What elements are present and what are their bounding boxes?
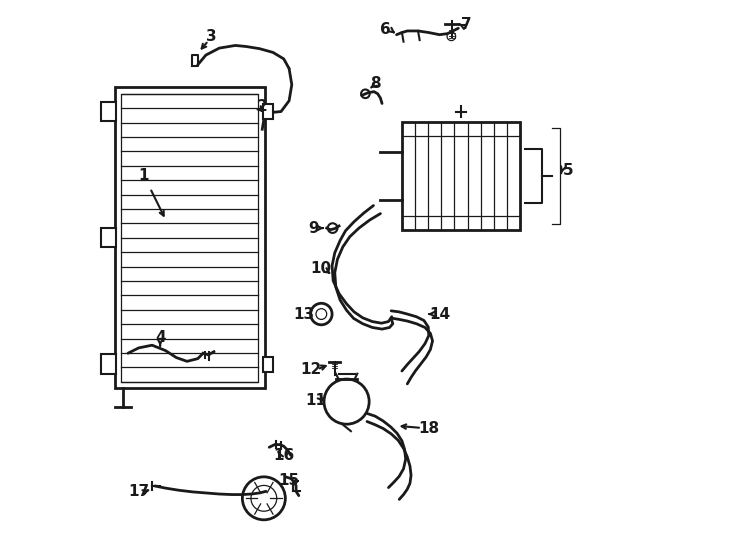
- Bar: [101, 228, 116, 247]
- Text: 7: 7: [461, 17, 472, 32]
- Text: 15: 15: [278, 473, 299, 488]
- Bar: [115, 87, 265, 388]
- Text: 3: 3: [206, 29, 217, 44]
- Text: 16: 16: [273, 448, 294, 463]
- Text: 2: 2: [257, 99, 268, 113]
- Text: 10: 10: [310, 261, 332, 276]
- Text: 17: 17: [128, 484, 149, 499]
- Bar: [101, 354, 116, 374]
- Text: 5: 5: [563, 163, 574, 178]
- Text: 13: 13: [294, 307, 315, 321]
- Bar: [101, 102, 116, 121]
- Bar: [264, 356, 273, 372]
- Text: 6: 6: [380, 22, 391, 37]
- Text: 1: 1: [139, 168, 149, 184]
- Text: 8: 8: [370, 76, 380, 91]
- Text: 14: 14: [429, 307, 450, 321]
- Text: 11: 11: [305, 393, 327, 408]
- Text: 18: 18: [418, 421, 440, 436]
- Bar: [264, 104, 273, 119]
- Bar: [121, 94, 258, 382]
- Text: 4: 4: [155, 329, 165, 345]
- Text: 12: 12: [300, 362, 321, 377]
- Bar: [402, 122, 520, 230]
- Text: 9: 9: [308, 221, 319, 235]
